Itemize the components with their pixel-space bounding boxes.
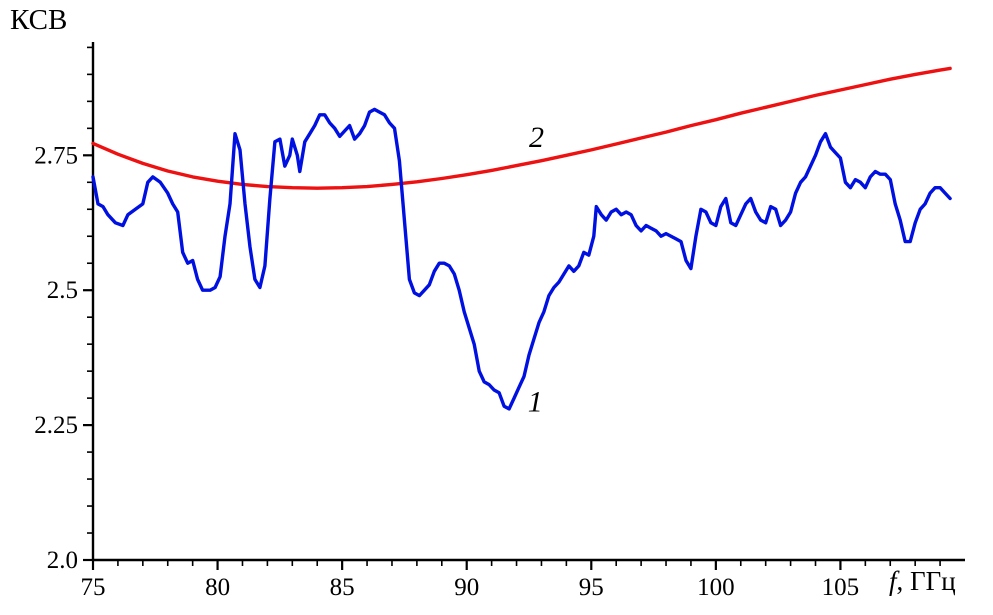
x-tick-label: 95 bbox=[579, 574, 604, 601]
curve-label-1: 1 bbox=[528, 386, 543, 419]
x-tick-label: 85 bbox=[330, 574, 355, 601]
x-axis-title-units: , ГГц bbox=[896, 566, 956, 596]
x-tick-label: 80 bbox=[205, 574, 230, 601]
y-tick-label: 2.75 bbox=[34, 142, 78, 169]
curve-label-2: 2 bbox=[529, 121, 544, 154]
x-tick-label: 75 bbox=[81, 574, 106, 601]
x-axis-title-symbol: f bbox=[889, 566, 897, 596]
curve-1 bbox=[91, 107, 952, 411]
y-axis-title: КСВ bbox=[10, 4, 68, 36]
x-tick-label: 90 bbox=[454, 574, 479, 601]
y-tick-label: 2.5 bbox=[47, 277, 78, 304]
x-tick-label: 105 bbox=[822, 574, 860, 601]
y-tick-label: 2.25 bbox=[34, 412, 78, 439]
x-tick-label: 100 bbox=[697, 574, 735, 601]
curve-2 bbox=[91, 66, 952, 190]
y-tick-label: 2.0 bbox=[47, 547, 78, 574]
x-axis-title: f, ГГц bbox=[889, 566, 956, 597]
